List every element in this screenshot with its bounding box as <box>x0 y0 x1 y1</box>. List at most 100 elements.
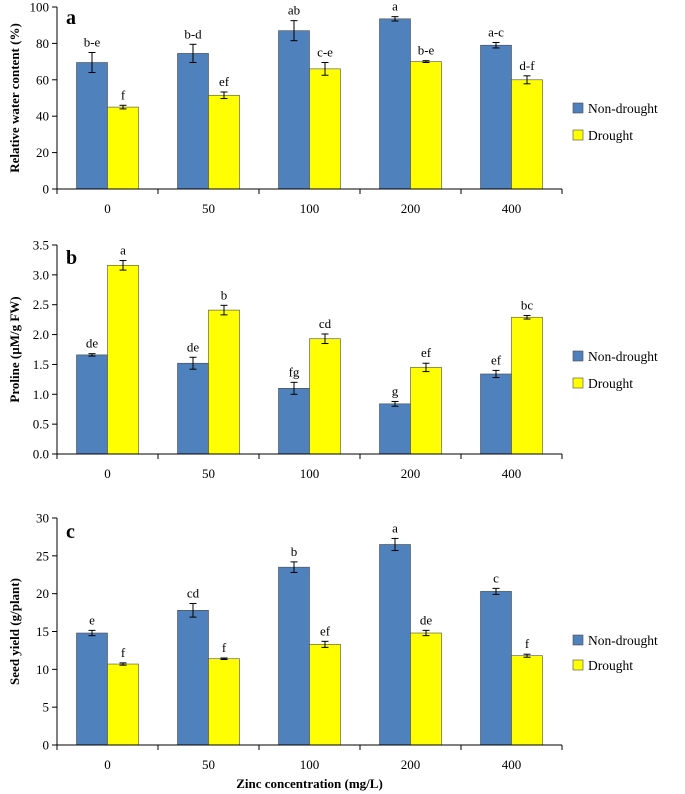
bar-non-drought-200 <box>379 403 411 455</box>
significance-label: ef <box>320 623 331 638</box>
bar-non-drought-100 <box>278 30 310 190</box>
significance-label: b-e <box>84 35 101 50</box>
significance-label: f <box>222 640 227 655</box>
significance-label: a <box>392 520 398 535</box>
y-tick-label: 10 <box>36 662 49 677</box>
x-axis-title: Zinc concentration (mg/L) <box>236 776 383 791</box>
y-tick-label: 0 <box>43 738 50 753</box>
bar-non-drought-200 <box>379 544 411 746</box>
y-tick-label: 0.0 <box>33 447 49 462</box>
legend-swatch-drought <box>572 377 584 389</box>
significance-label: de <box>86 336 99 351</box>
significance-label: d-f <box>519 58 535 73</box>
bar-drought-50 <box>208 309 240 455</box>
significance-label: b-d <box>184 26 202 41</box>
x-tick-label: 0 <box>104 757 111 772</box>
y-tick-label: 3.5 <box>33 238 49 253</box>
x-tick-label: 0 <box>104 201 111 216</box>
legend: Non-drought Drought <box>572 101 658 143</box>
legend-swatch-non-drought <box>572 350 584 362</box>
y-axis-title: Proline (µM/g FW) <box>7 296 22 402</box>
bar-non-drought-50 <box>177 362 209 455</box>
significance-label: ab <box>288 3 300 18</box>
significance-label: f <box>525 636 530 651</box>
significance-label: fg <box>289 364 300 379</box>
significance-label: b-e <box>418 43 435 58</box>
significance-label: ef <box>219 74 230 89</box>
bar-drought-200 <box>410 632 442 746</box>
x-tick-label: 200 <box>401 757 421 772</box>
legend-label-non-drought: Non-drought <box>588 101 658 116</box>
significance-label: cd <box>187 586 200 601</box>
bar-non-drought-100 <box>278 566 310 746</box>
legend-label-non-drought: Non-drought <box>588 349 658 364</box>
x-tick-label: 100 <box>300 201 320 216</box>
chart-panel-a: 0 20 40 60 80 100 b-e b-d ab a a-c f ef c-e b-e d-f 0 50 1… <box>7 0 658 216</box>
y-tick-label: 3.0 <box>33 267 49 282</box>
significance-label: b <box>221 287 228 302</box>
bar-non-drought-0 <box>76 354 108 455</box>
bar-non-drought-50 <box>177 610 209 746</box>
legend: Non-drought Drought <box>572 349 658 391</box>
bar-non-drought-400 <box>480 373 512 455</box>
y-tick-label: 20 <box>36 586 49 601</box>
y-tick-label: 30 <box>36 511 49 526</box>
x-tick-label: 100 <box>300 757 320 772</box>
significance-label: de <box>420 612 433 627</box>
y-tick-label: 5 <box>43 700 50 715</box>
y-tick-label: 20 <box>36 145 49 160</box>
y-tick-label: 40 <box>36 109 49 124</box>
bar-drought-0 <box>107 106 139 190</box>
y-tick-label: 100 <box>30 0 50 15</box>
significance-label: ef <box>491 352 502 367</box>
y-tick-label: 0.5 <box>33 417 49 432</box>
y-axis-title: Relative water content (%) <box>7 23 22 173</box>
panel-label: a <box>66 7 76 29</box>
significance-label: c <box>493 570 499 585</box>
panel-label: c <box>66 521 75 543</box>
x-tick-label: 50 <box>202 201 215 216</box>
x-tick-label: 400 <box>502 466 522 481</box>
x-tick-label: 100 <box>300 466 320 481</box>
significance-label: g <box>392 383 399 398</box>
significance-label: b <box>291 544 298 559</box>
significance-label: a <box>392 0 398 14</box>
bar-drought-0 <box>107 663 139 746</box>
bar-drought-400 <box>511 79 543 190</box>
bar-drought-50 <box>208 94 240 190</box>
significance-label: bc <box>521 297 534 312</box>
chart-panel-c: 0 5 10 15 20 25 30 e cd b a c f f ef de f 0 50 100 200 400 c Se… <box>7 511 658 792</box>
significance-label: a <box>120 243 126 258</box>
y-tick-label: 2.5 <box>33 297 49 312</box>
y-tick-label: 0 <box>43 182 50 197</box>
y-tick-label: 2.0 <box>33 327 49 342</box>
bar-drought-100 <box>309 68 341 190</box>
y-tick-label: 1.5 <box>33 357 49 372</box>
x-tick-label: 200 <box>401 466 421 481</box>
panel-label: b <box>66 247 77 269</box>
bar-drought-400 <box>511 316 543 455</box>
legend-label-drought: Drought <box>588 376 633 391</box>
legend: Non-drought Drought <box>572 633 658 673</box>
x-tick-label: 50 <box>202 466 215 481</box>
significance-label: cd <box>319 316 332 331</box>
bar-non-drought-0 <box>76 62 108 190</box>
legend-swatch-drought <box>572 129 584 141</box>
x-tick-label: 50 <box>202 757 215 772</box>
bar-drought-100 <box>309 644 341 746</box>
y-tick-label: 1.0 <box>33 387 49 402</box>
legend-swatch-non-drought <box>572 634 584 646</box>
bar-drought-400 <box>511 655 543 746</box>
bar-drought-0 <box>107 265 139 455</box>
significance-label: a-c <box>488 24 504 39</box>
y-axis-title: Seed yield (g/plant) <box>7 578 22 685</box>
x-tick-label: 0 <box>104 466 111 481</box>
significance-label: f <box>121 645 126 660</box>
chart-panel-b: 0.0 0.5 1.0 1.5 2.0 2.5 3.0 3.5 de de fg g ef a b cd ef b… <box>7 238 658 482</box>
legend-label-non-drought: Non-drought <box>588 633 658 648</box>
significance-label: ef <box>421 345 432 360</box>
bar-drought-100 <box>309 338 341 455</box>
legend-label-drought: Drought <box>588 658 633 673</box>
significance-label: e <box>89 612 95 627</box>
